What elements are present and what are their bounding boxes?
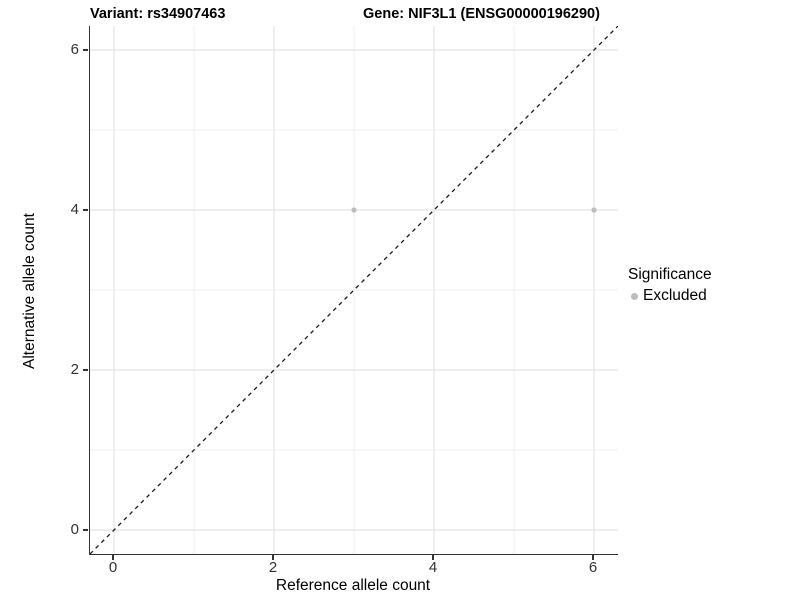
legend-item-label: Excluded [643, 287, 707, 304]
y-tick-label: 6 [70, 41, 79, 58]
legend-item-excluded: Excluded [628, 287, 712, 305]
data-point [351, 207, 357, 213]
x-axis-tick [112, 555, 114, 560]
x-axis-tick [432, 555, 434, 560]
x-axis-tick [592, 555, 594, 560]
plot-title-variant: Variant: rs34907463 [90, 6, 226, 22]
x-axis-tick [272, 555, 274, 560]
excluded-point-icon [631, 292, 638, 300]
plot-title-gene: Gene: NIF3L1 (ENSG00000196290) [363, 6, 600, 22]
data-point [591, 207, 597, 213]
x-tick-label: 6 [588, 559, 598, 576]
legend: Significance Excluded [628, 266, 712, 305]
y-axis-tick [83, 49, 88, 51]
x-tick-label: 2 [268, 559, 278, 576]
y-axis-title: Alternative allele count [21, 213, 38, 369]
plot-canvas [90, 26, 618, 554]
y-axis-tick [83, 369, 88, 371]
y-axis-tick [83, 529, 88, 531]
legend-title: Significance [628, 266, 712, 283]
plot-panel [89, 26, 618, 555]
y-tick-label: 0 [70, 521, 79, 538]
x-axis-title: Reference allele count [275, 577, 431, 594]
y-tick-label: 2 [70, 361, 79, 378]
x-tick-label: 4 [428, 559, 438, 576]
x-tick-label: 0 [108, 559, 118, 576]
y-axis-tick [83, 209, 88, 211]
y-tick-label: 4 [70, 201, 79, 218]
